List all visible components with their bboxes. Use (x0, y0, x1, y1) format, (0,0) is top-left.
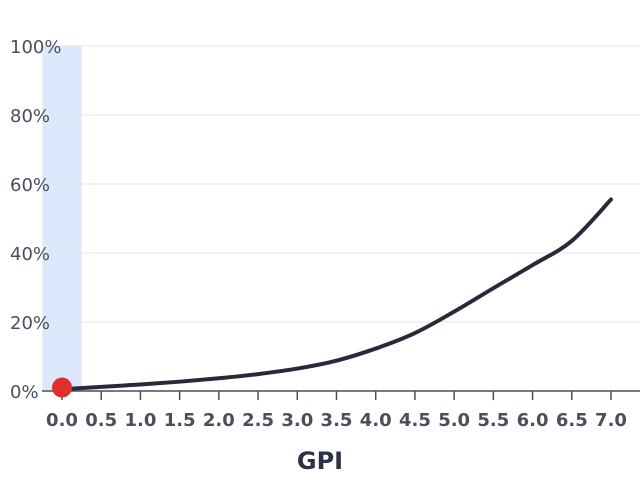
y-tick-label: 80% (10, 106, 50, 127)
x-tick-label: 2.0 (203, 410, 235, 431)
x-tick-label: 3.5 (321, 410, 353, 431)
x-tick-label: 5.0 (438, 410, 470, 431)
x-tick-label: 0.0 (46, 410, 78, 431)
x-tick-label: 4.5 (399, 410, 431, 431)
y-tick-label: 20% (10, 313, 50, 334)
y-tick-label: 100% (10, 37, 61, 58)
highlight-point (52, 377, 72, 398)
marker-layer (52, 377, 72, 398)
series-line (60, 197, 613, 392)
x-tick-label: 5.5 (477, 410, 509, 431)
grid-layer (42, 45, 640, 323)
x-tick-label: 1.0 (124, 410, 156, 431)
y-tick-label: 0% (10, 382, 39, 403)
axis-layer: 0% 20% 40% 60% 80% 100% 0.0 0.5 1.0 1.5 2.0 2.5 3.0 3… (10, 37, 640, 431)
x-tick-label: 4.0 (360, 410, 392, 431)
highlight-band-layer (42, 46, 82, 391)
y-tick-label: 40% (10, 244, 50, 265)
x-tick-label: 3.0 (281, 410, 313, 431)
highlight-band (42, 46, 82, 391)
x-axis-label: GPI (297, 447, 343, 475)
x-tick-label: 2.5 (242, 410, 274, 431)
series-layer (60, 197, 613, 392)
y-tick-label: 60% (10, 175, 50, 196)
x-tick-label: 6.5 (556, 410, 588, 431)
x-tick-label: 1.5 (164, 410, 196, 431)
x-tick-label: 6.0 (517, 410, 549, 431)
x-tick-label: 0.5 (85, 410, 117, 431)
x-tick-label: 7.0 (595, 410, 627, 431)
